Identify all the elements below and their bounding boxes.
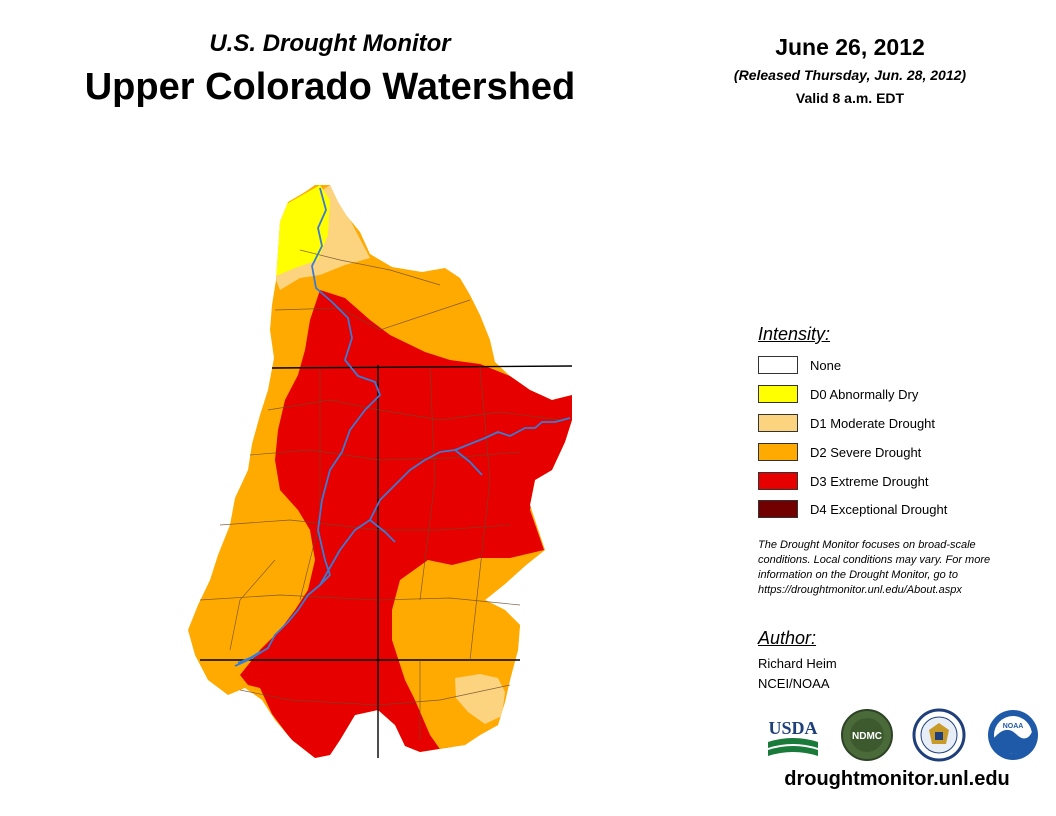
subbasin-boundaries [199,249,561,740]
d3-region [240,290,572,758]
noaa-logo: NOAA [988,710,1038,760]
legend-label: D4 Exceptional Drought [810,501,948,517]
author-org: NCEI/NOAA [758,676,830,691]
usace-seal-logo [912,708,966,762]
map-date: June 26, 2012 [775,34,925,60]
legend-item-d2: D2 Severe Drought [758,442,921,462]
river-network [234,187,571,667]
legend-item-d0: D0 Abnormally Dry [758,384,918,404]
drought-map [188,185,573,758]
valid-time: Valid 8 a.m. EDT [795,90,905,106]
legend-item-d4: D4 Exceptional Drought [758,499,947,519]
noaa-logo-text: NOAA [1003,723,1024,730]
note-link[interactable]: https://droughtmonitor.unl.edu/About.asp… [758,584,962,596]
legend-swatch [758,500,798,518]
note-line: information on the Drought Monitor, go t… [758,569,958,581]
usda-logo-text: USDA [768,718,817,738]
legend-label: D1 Moderate Drought [810,415,936,431]
author-name: Richard Heim [758,656,837,671]
legend-swatch [758,472,798,490]
d1-region-southeast [455,674,505,724]
legend-item-none: None [758,355,841,375]
legend-swatch [758,414,798,432]
legend-item-d1: D1 Moderate Drought [758,413,935,433]
note-line: The Drought Monitor focuses on broad-sca… [758,539,976,551]
ndmc-logo: NDMC [841,709,893,761]
disclaimer-note: The Drought Monitor focuses on broad-sca… [758,538,1048,598]
release-date: (Released Thursday, Jun. 28, 2012) [733,67,967,83]
legend-label: D2 Severe Drought [810,444,922,460]
legend-swatch [758,385,798,403]
legend-label: D3 Extreme Drought [810,473,929,489]
state-boundaries [200,365,573,758]
d0-region [276,185,330,276]
legend-swatch [758,443,798,461]
legend-swatch [758,356,798,374]
map-title: Upper Colorado Watershed [84,66,576,108]
site-url-link[interactable]: droughtmonitor.unl.edu [784,768,1010,790]
ndmc-logo-text: NDMC [852,731,882,742]
usda-logo: USDA [768,718,818,756]
note-line: conditions. Local conditions may vary. F… [758,554,991,566]
legend-label: D0 Abnormally Dry [810,386,919,402]
map-subtitle: U.S. Drought Monitor [209,30,451,57]
author-heading: Author: [758,628,817,648]
legend-title: Intensity: [758,324,831,344]
legend-label: None [810,357,842,373]
legend-item-d3: D3 Extreme Drought [758,471,929,491]
